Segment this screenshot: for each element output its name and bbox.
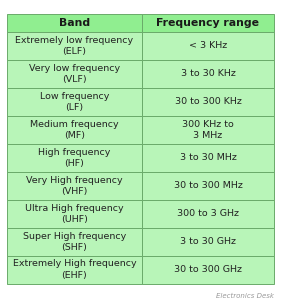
Bar bbox=[142, 14, 274, 32]
Bar bbox=[7, 88, 142, 116]
Bar bbox=[7, 256, 142, 284]
Bar bbox=[142, 60, 274, 88]
Text: 30 to 300 MHz: 30 to 300 MHz bbox=[173, 181, 243, 190]
Bar bbox=[7, 32, 142, 60]
Text: 300 KHz to
3 MHz: 300 KHz to 3 MHz bbox=[182, 120, 234, 140]
Text: 30 to 300 GHz: 30 to 300 GHz bbox=[174, 265, 242, 274]
Bar bbox=[142, 116, 274, 144]
Bar bbox=[7, 228, 142, 256]
Text: Ultra High frequency
(UHF): Ultra High frequency (UHF) bbox=[25, 204, 124, 224]
Bar bbox=[7, 14, 142, 32]
Text: 3 to 30 GHz: 3 to 30 GHz bbox=[180, 237, 236, 246]
Text: 3 to 30 MHz: 3 to 30 MHz bbox=[180, 153, 236, 162]
Bar bbox=[142, 200, 274, 228]
Bar bbox=[142, 228, 274, 256]
Text: High frequency
(HF): High frequency (HF) bbox=[38, 148, 111, 168]
Text: Extremely High frequency
(EHF): Extremely High frequency (EHF) bbox=[13, 260, 136, 280]
Bar bbox=[7, 144, 142, 172]
Text: Super High frequency
(SHF): Super High frequency (SHF) bbox=[23, 232, 126, 252]
Bar bbox=[7, 116, 142, 144]
Text: Low frequency
(LF): Low frequency (LF) bbox=[40, 92, 109, 112]
Bar bbox=[142, 256, 274, 284]
Text: Very low frequency
(VLF): Very low frequency (VLF) bbox=[29, 64, 120, 84]
Bar bbox=[7, 172, 142, 200]
Text: 3 to 30 KHz: 3 to 30 KHz bbox=[180, 69, 235, 78]
Text: 300 to 3 GHz: 300 to 3 GHz bbox=[177, 209, 239, 218]
Text: Band: Band bbox=[59, 18, 90, 28]
Bar bbox=[142, 88, 274, 116]
Text: Frequency range: Frequency range bbox=[157, 18, 259, 28]
Bar bbox=[7, 60, 142, 88]
Bar bbox=[7, 200, 142, 228]
Text: < 3 KHz: < 3 KHz bbox=[189, 41, 227, 50]
Text: Very High frequency
(VHF): Very High frequency (VHF) bbox=[26, 176, 123, 196]
Text: Medium frequency
(MF): Medium frequency (MF) bbox=[30, 120, 119, 140]
Bar bbox=[142, 144, 274, 172]
Text: Extremely low frequency
(ELF): Extremely low frequency (ELF) bbox=[15, 36, 133, 56]
Bar bbox=[142, 172, 274, 200]
Bar bbox=[142, 32, 274, 60]
Text: Electronics Desk: Electronics Desk bbox=[216, 292, 274, 298]
Text: 30 to 300 KHz: 30 to 300 KHz bbox=[175, 97, 241, 106]
